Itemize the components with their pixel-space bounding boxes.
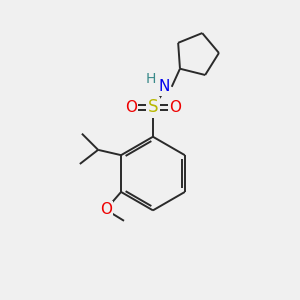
Text: O: O	[169, 100, 181, 115]
Text: O: O	[100, 202, 112, 217]
Text: H: H	[146, 72, 156, 86]
Text: N: N	[159, 79, 170, 94]
Text: O: O	[125, 100, 137, 115]
Text: S: S	[148, 98, 158, 116]
